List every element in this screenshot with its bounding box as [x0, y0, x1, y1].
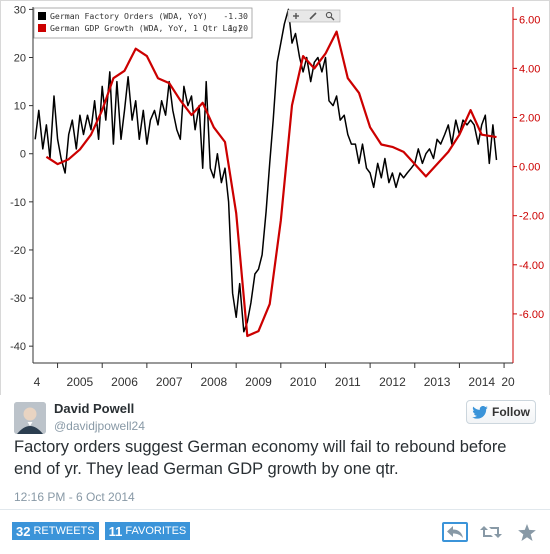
x-tick-label: 4 [34, 375, 41, 389]
x-tick-label: 2007 [156, 375, 183, 389]
x-tick-label: 2009 [245, 375, 272, 389]
left-tick-label: 20 [14, 53, 26, 65]
left-tick-label: -40 [10, 341, 26, 353]
tweet-timestamp[interactable]: 12:16 PM - 6 Oct 2014 [14, 490, 135, 504]
favorite-button[interactable] [514, 522, 540, 542]
favorites-count: 11 [108, 523, 123, 539]
right-tick-label: 4.00 [519, 63, 540, 75]
right-tick-label: 0.00 [519, 162, 540, 174]
x-tick-label: 2011 [335, 375, 361, 389]
right-tick-label: 6.00 [519, 14, 540, 26]
legend-swatch [38, 12, 46, 20]
divider [0, 509, 550, 510]
legend-label: German Factory Orders (WDA, YoY) [50, 11, 208, 21]
x-tick-label: 2005 [67, 375, 94, 389]
x-tick-label: 2008 [200, 375, 227, 389]
line-chart: 3020100-10-20-30-406.004.002.000.00-2.00… [10, 4, 544, 389]
favorite-star-icon [518, 523, 536, 541]
plus-icon [293, 13, 299, 19]
tweet-text: Factory orders suggest German economy wi… [14, 438, 507, 478]
legend-box [33, 7, 253, 39]
legend-value: 1.20 [228, 23, 248, 33]
follow-button[interactable]: Follow [466, 400, 536, 424]
chart-panel: 30 20 10 0 -10 -20 -30 -40 6.00 4.00 2.00 0.00 -2.00… [0, 0, 550, 395]
right-tick-label: -6.00 [519, 309, 544, 321]
reply-icon [447, 526, 463, 538]
gdp-growth-line [45, 30, 497, 338]
legend-label: German GDP Growth (WDA, YoY, 1 Qtr Lag) [50, 23, 242, 33]
favorites-stat[interactable]: 11 FAVORITES [104, 522, 191, 540]
retweets-stat[interactable]: 32 RETWEETS [12, 522, 99, 540]
tweet-card: David Powell @davidjpowell24 Follow Fact… [0, 395, 550, 554]
x-tick-label: 2013 [424, 375, 451, 389]
left-tick-label: -20 [10, 245, 26, 257]
x-tick-label: 2006 [111, 375, 138, 389]
tweet-stats: 32 RETWEETS 11 FAVORITES [12, 522, 191, 540]
retweet-icon [480, 526, 502, 538]
left-tick-label: -10 [10, 197, 26, 209]
left-tick-label: -30 [10, 293, 26, 305]
x-tick-label: 20 [501, 375, 515, 389]
factory-orders-line [34, 8, 498, 333]
author-name[interactable]: David Powell [54, 401, 135, 416]
right-tick-label: 2.00 [519, 112, 540, 124]
retweets-label: RETWEETS [33, 525, 95, 537]
reply-button[interactable] [442, 522, 468, 542]
person-icon [14, 402, 46, 434]
left-tick-label: 30 [14, 4, 26, 16]
legend-swatch [38, 24, 46, 32]
favorites-label: FAVORITES [125, 525, 187, 537]
avatar[interactable] [14, 402, 46, 434]
follow-label: Follow [492, 405, 530, 419]
pencil-icon [309, 12, 317, 20]
magnifier-icon [325, 11, 335, 21]
x-tick-label: 2010 [290, 375, 317, 389]
author-handle[interactable]: @davidjpowell24 [54, 419, 145, 433]
twitter-bird-icon [472, 405, 488, 419]
left-tick-label: 10 [14, 101, 26, 113]
retweets-count: 32 [16, 523, 31, 539]
x-tick-label: 2014 [468, 375, 495, 389]
retweet-button[interactable] [478, 522, 504, 542]
right-tick-label: -4.00 [519, 260, 544, 272]
left-tick-label: 0 [20, 149, 26, 161]
tweet-actions [442, 522, 540, 542]
x-tick-label: 2012 [379, 375, 406, 389]
legend-value: -1.30 [223, 11, 248, 21]
right-tick-label: -2.00 [519, 211, 544, 223]
